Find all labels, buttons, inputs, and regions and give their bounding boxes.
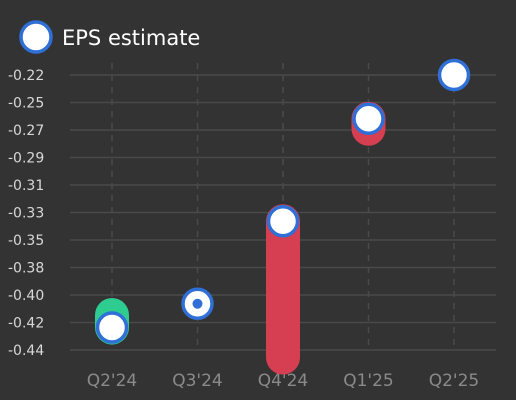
y-tick-label: -0.25 bbox=[8, 96, 44, 112]
y-tick-label: -0.27 bbox=[8, 123, 44, 139]
x-tick-label: Q4'24 bbox=[258, 371, 309, 391]
legend-label: EPS estimate bbox=[62, 26, 200, 50]
x-axis-ticks: Q2'24 Q3'24 Q4'24 Q1'25 Q2'25 bbox=[87, 371, 480, 391]
y-tick-label: -0.44 bbox=[8, 343, 44, 359]
legend[interactable]: EPS estimate bbox=[19, 20, 200, 54]
x-tick-label: Q2'25 bbox=[429, 371, 480, 391]
actual-point bbox=[192, 298, 203, 309]
estimate-point bbox=[95, 311, 129, 344]
y-tick-label: -0.33 bbox=[8, 206, 44, 222]
y-tick-label: -0.40 bbox=[8, 288, 44, 304]
y-tick-label: -0.38 bbox=[8, 261, 44, 277]
estimate-point bbox=[266, 205, 300, 238]
y-tick-label: -0.31 bbox=[8, 178, 44, 194]
x-tick-label: Q3'24 bbox=[172, 371, 223, 391]
y-tick-label: -0.29 bbox=[8, 151, 44, 167]
marks-layer bbox=[95, 58, 471, 375]
y-tick-label: -0.42 bbox=[8, 316, 44, 332]
x-tick-label: Q1'25 bbox=[343, 371, 394, 391]
estimate-point bbox=[437, 58, 471, 92]
y-axis-ticks: -0.22 -0.25 -0.27 -0.29 -0.31 -0.33 -0.35 -0.38… bbox=[8, 68, 44, 359]
legend-marker bbox=[19, 20, 53, 54]
y-tick-label: -0.22 bbox=[8, 68, 44, 84]
estimate-point bbox=[352, 102, 385, 135]
y-tick-label: -0.35 bbox=[8, 233, 44, 249]
x-tick-label: Q2'24 bbox=[87, 371, 138, 391]
